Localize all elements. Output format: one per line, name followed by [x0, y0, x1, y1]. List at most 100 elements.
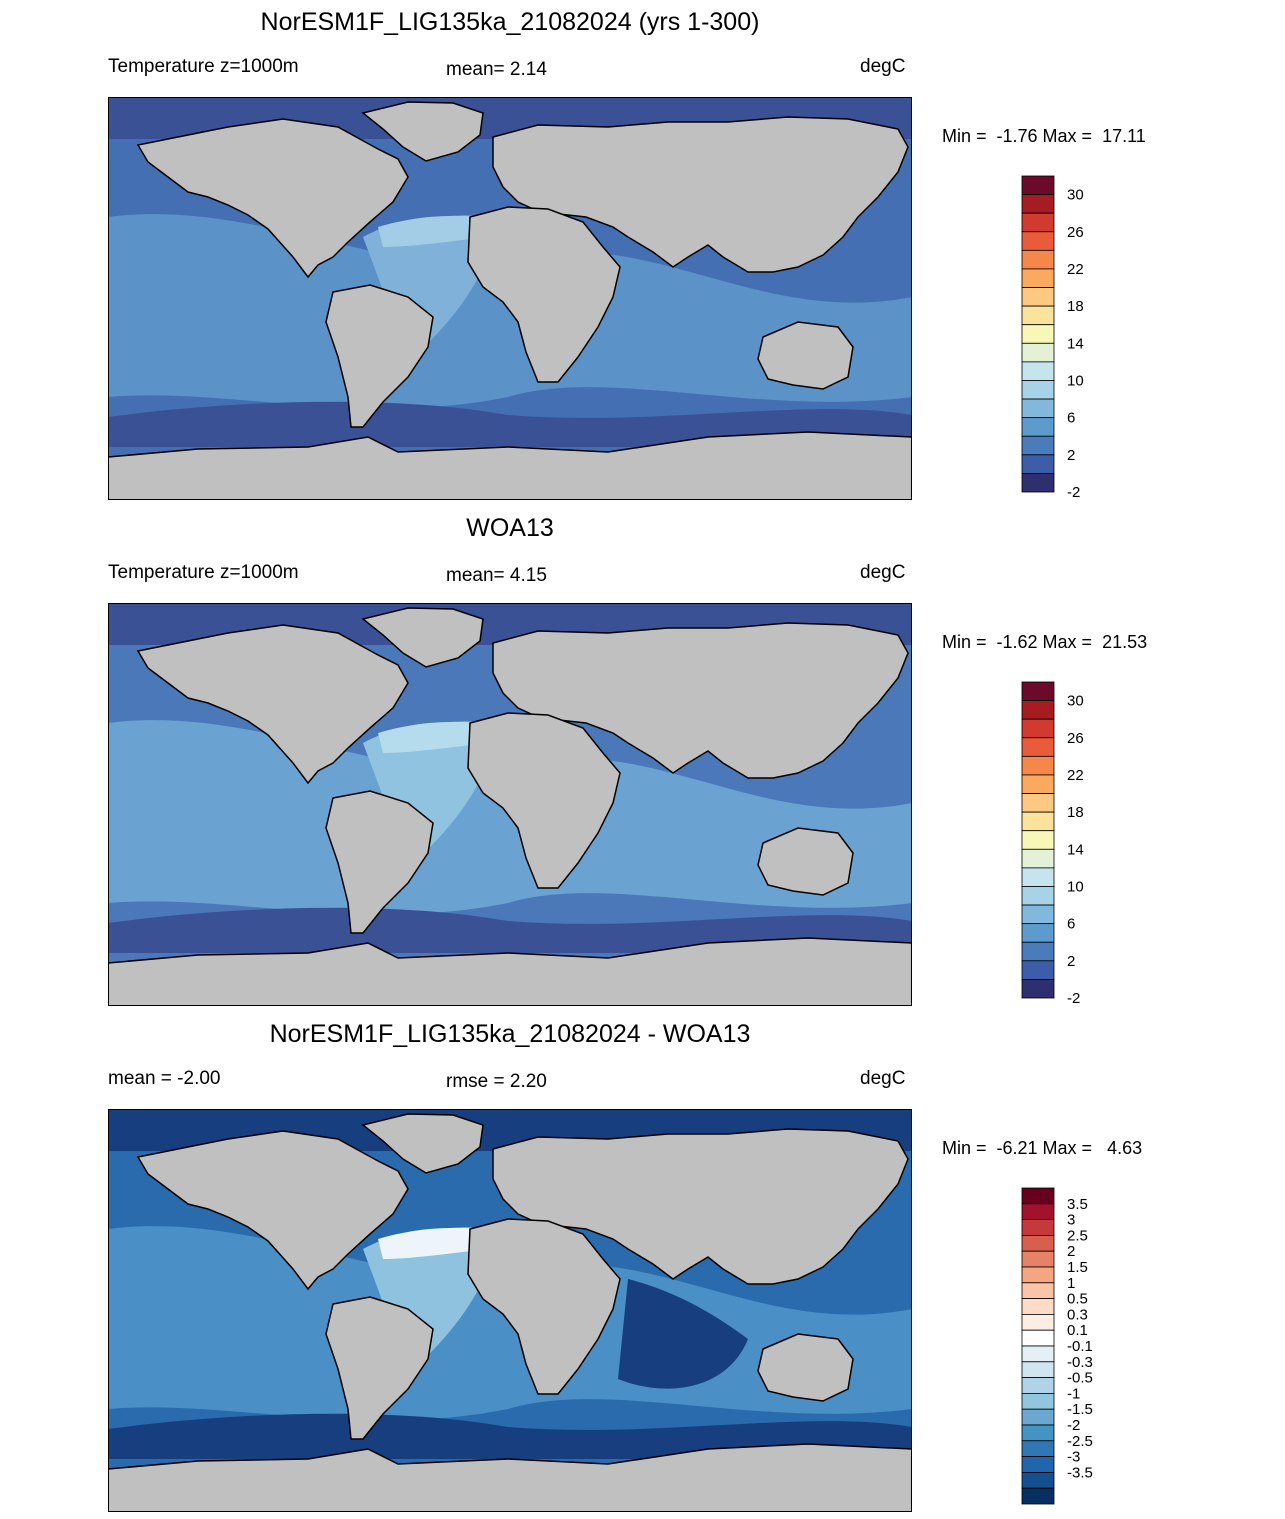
landmass-2 [325, 1296, 434, 1440]
colorbar-swatch [1021, 435, 1055, 456]
colorbar-tick-label: 6 [1067, 916, 1075, 933]
north-atlantic-anomaly [378, 215, 490, 247]
panel-title: NorESM1F_LIG135ka_21082024 (yrs 1-300) [260, 8, 760, 36]
southern-ocean-band [108, 907, 912, 953]
min-max-label: Min = -1.76 Max = 17.11 [942, 126, 1146, 146]
colorbar-tick-label: -0.3 [1067, 1354, 1093, 1371]
colorbar-swatch [1021, 1235, 1055, 1252]
landmass-6 [108, 1443, 912, 1512]
colorbar-swatch [1021, 830, 1055, 850]
field-label: Temperature z=1000m [108, 56, 299, 77]
colorbar-swatch [1021, 979, 1055, 999]
map-frame [108, 1109, 912, 1512]
colorbar-swatch [1021, 867, 1055, 887]
colorbar-swatch [1021, 454, 1055, 474]
colorbar-tick-label: -3 [1067, 1449, 1080, 1466]
colorbar-tick-label: 2.5 [1067, 1227, 1088, 1244]
colorbar-swatch [1021, 194, 1055, 214]
colorbar-swatch [1021, 941, 1055, 962]
southern-ocean-band [108, 1413, 912, 1459]
landmass-0 [136, 624, 409, 785]
colorbar-tick-label: 6 [1067, 410, 1075, 427]
landmass-0 [136, 118, 409, 279]
colorbar-swatch [1021, 1219, 1055, 1236]
colorbar-tick-label: 18 [1067, 298, 1084, 315]
colorbar-swatch [1021, 960, 1055, 980]
colorbar-swatch [1021, 774, 1055, 794]
colorbar-tick-label: 3 [1067, 1212, 1075, 1229]
units-label: degC [860, 1068, 906, 1089]
colorbar-tick-label: 14 [1067, 335, 1084, 352]
colorbar-tick-label: 2 [1067, 447, 1075, 464]
landmass-4 [467, 1218, 621, 1395]
colorbar-tick-label: 1.5 [1067, 1259, 1088, 1276]
colorbar-tick-label: 10 [1067, 878, 1084, 895]
colorbar-tick-label: 26 [1067, 730, 1084, 747]
mean-label: mean = -2.00 [108, 1068, 221, 1089]
colorbar-tick-label: 22 [1067, 767, 1084, 784]
colorbar-swatch [1021, 268, 1055, 288]
colorbar-tick-label: -0.1 [1067, 1338, 1093, 1355]
colorbar-swatch [1021, 681, 1055, 701]
colorbar-tick-label: -3.5 [1067, 1464, 1093, 1481]
colorbar-swatch [1021, 848, 1055, 869]
map-plot [108, 603, 912, 1006]
colorbar-swatch [1021, 361, 1055, 381]
map-plot [108, 97, 912, 500]
colorbar-swatch [1021, 249, 1055, 270]
indian-ocean-band [618, 1279, 748, 1389]
colorbar-tick-label: -2 [1067, 484, 1080, 501]
southern-ocean-band [108, 401, 912, 447]
landmass-3 [492, 116, 909, 273]
landmass-1 [361, 607, 484, 668]
colorbar-tick-label: -2 [1067, 1417, 1080, 1434]
colorbar: 3.532.521.510.50.30.1-0.1-0.3-0.5-1-1.5-… [1021, 1187, 1093, 1505]
colorbar-swatch [1021, 1487, 1055, 1505]
colorbar-swatch [1021, 811, 1055, 832]
colorbar-tick-label: -1 [1067, 1385, 1080, 1402]
landmass-4 [467, 206, 621, 383]
landmass-5 [757, 1333, 854, 1402]
landmass-2 [325, 284, 434, 428]
colorbar-swatch [1021, 923, 1055, 943]
rmse-label: rmse = 2.20 [446, 1071, 547, 1092]
colorbar-swatch [1021, 1187, 1055, 1205]
colorbar-tick-label: 0.3 [1067, 1306, 1088, 1323]
units-label: degC [860, 562, 906, 583]
colorbar-swatch [1021, 380, 1055, 400]
north-atlantic-anomaly [378, 1227, 490, 1259]
colorbar-swatch [1021, 1361, 1055, 1379]
min-max-label: Min = -6.21 Max = 4.63 [942, 1138, 1143, 1158]
colorbar-tick-label: 22 [1067, 261, 1084, 278]
panel-title: WOA13 [466, 514, 554, 542]
colorbar-tick-label: 10 [1067, 372, 1084, 389]
colorbar-swatch [1021, 755, 1055, 776]
colorbar-tick-label: -0.5 [1067, 1370, 1093, 1387]
colorbar-tick-label: 3.5 [1067, 1196, 1088, 1213]
colorbar-swatch [1021, 1440, 1055, 1458]
colorbar-swatch [1021, 1392, 1055, 1410]
colorbar-swatch [1021, 737, 1055, 757]
colorbar-swatch [1021, 1203, 1055, 1220]
colorbar-swatch [1021, 1456, 1055, 1473]
colorbar-swatch [1021, 1282, 1055, 1300]
colorbar-swatch [1021, 1408, 1055, 1426]
colorbar-swatch [1021, 1266, 1055, 1284]
colorbar-tick-label: 30 [1067, 187, 1084, 204]
map-frame [108, 97, 912, 500]
landmass-5 [757, 827, 854, 896]
colorbar-swatch [1021, 175, 1055, 195]
colorbar-swatch [1021, 342, 1055, 363]
map-plot [108, 1109, 912, 1512]
min-max-label: Min = -1.62 Max = 21.53 [942, 632, 1148, 652]
colorbar-swatch [1021, 287, 1055, 307]
colorbar: 30 26 22 18 14 10 6 2 -2 [1021, 681, 1084, 1007]
colorbar: 30 26 22 18 14 10 6 2 -2 [1021, 175, 1084, 501]
colorbar-swatch [1021, 1250, 1055, 1268]
field-label: Temperature z=1000m [108, 562, 299, 583]
landmass-6 [108, 431, 912, 500]
panel-obs: WOA13 Temperature z=1000m mean= 4.15 deg… [0, 506, 1285, 1012]
colorbar-swatch [1021, 398, 1055, 419]
colorbar-tick-label: 30 [1067, 693, 1084, 710]
colorbar-tick-label: 14 [1067, 841, 1084, 858]
